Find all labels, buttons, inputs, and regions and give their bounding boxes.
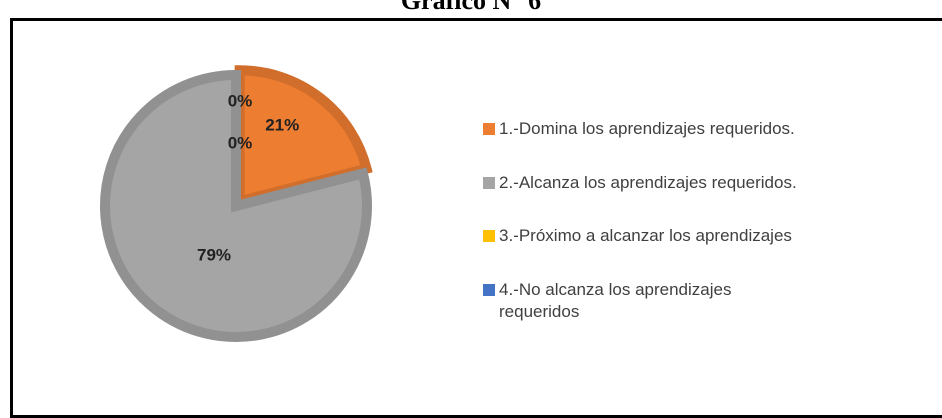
chart-title: Gráfico N° 6 [400,0,542,15]
legend-label: 3.-Próximo a alcanzar los aprendizajes [499,226,792,245]
data-label: 79% [197,245,231,264]
data-label: 0% [228,91,253,110]
legend-label: 1.-Domina los aprendizajes requeridos. [499,119,795,138]
legend-swatch [483,123,495,135]
pie-slice [100,69,372,342]
legend-swatch [483,230,495,242]
pie-slice [234,65,373,208]
legend-swatch [483,176,495,189]
legend-label: 2.-Alcanza los aprendizajes requeridos. [499,172,797,192]
data-label: 21% [265,116,299,135]
data-label: 0% [228,133,253,152]
legend-label: 4.-No alcanza los aprendizajes requerido… [499,279,732,321]
legend-swatch [483,283,495,296]
